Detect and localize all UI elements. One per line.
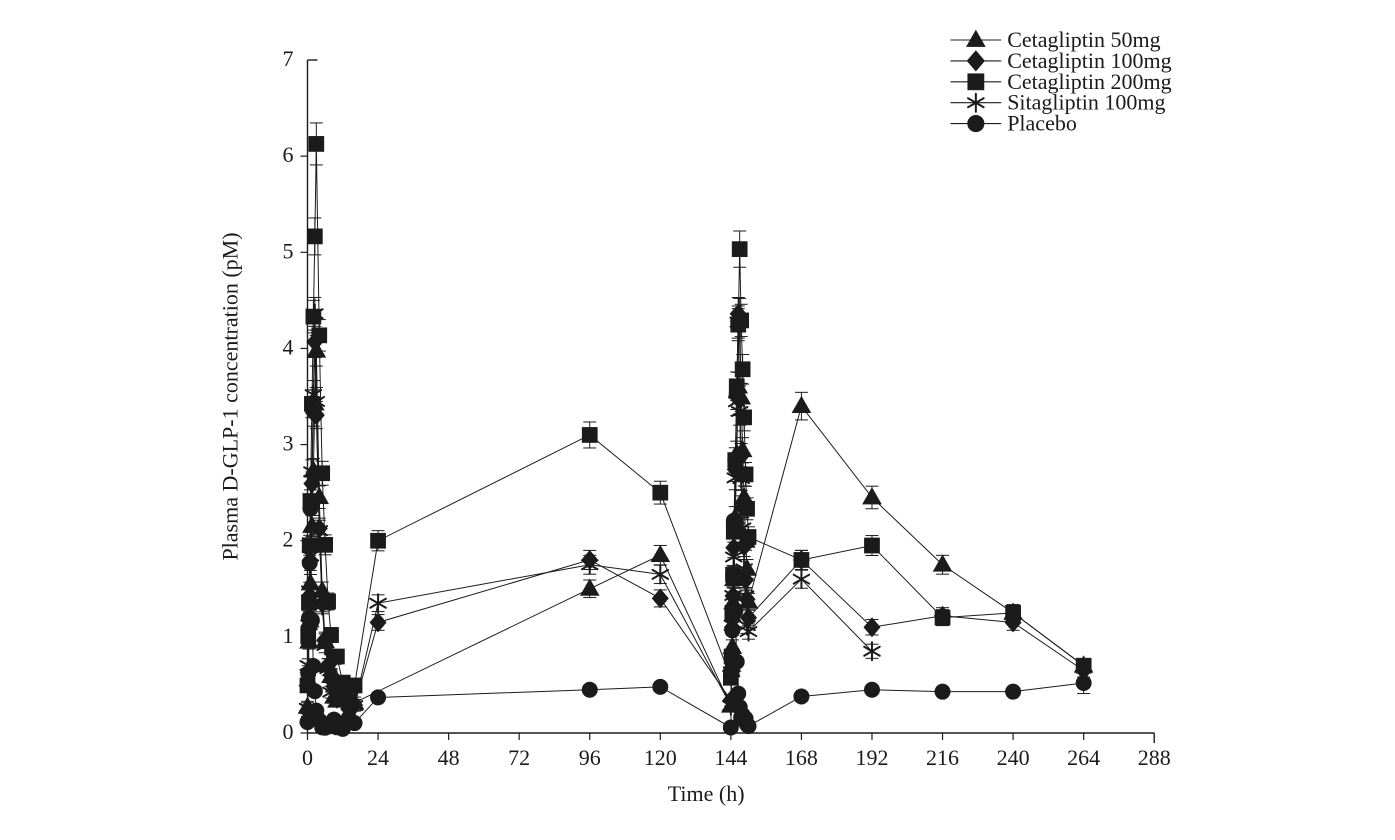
svg-text:120: 120 — [644, 745, 677, 770]
svg-text:168: 168 — [785, 745, 818, 770]
svg-text:6: 6 — [283, 142, 294, 167]
svg-text:24: 24 — [367, 745, 389, 770]
svg-text:5: 5 — [283, 238, 294, 263]
svg-text:3: 3 — [283, 431, 294, 456]
svg-text:1: 1 — [283, 623, 294, 648]
svg-text:144: 144 — [714, 745, 747, 770]
svg-text:48: 48 — [438, 745, 460, 770]
svg-text:Plasma D-GLP-1 concentration (: Plasma D-GLP-1 concentration (pM) — [218, 232, 243, 560]
svg-text:7: 7 — [283, 46, 294, 71]
svg-text:288: 288 — [1138, 745, 1171, 770]
svg-text:4: 4 — [283, 334, 294, 359]
svg-text:Placebo: Placebo — [1007, 111, 1077, 136]
svg-text:240: 240 — [997, 745, 1030, 770]
svg-text:264: 264 — [1067, 745, 1100, 770]
svg-text:192: 192 — [855, 745, 888, 770]
svg-text:216: 216 — [926, 745, 959, 770]
svg-text:72: 72 — [508, 745, 530, 770]
svg-text:0: 0 — [302, 745, 313, 770]
svg-text:0: 0 — [283, 719, 294, 744]
svg-text:Time (h): Time (h) — [668, 781, 745, 806]
svg-text:2: 2 — [283, 527, 294, 552]
svg-text:96: 96 — [579, 745, 601, 770]
